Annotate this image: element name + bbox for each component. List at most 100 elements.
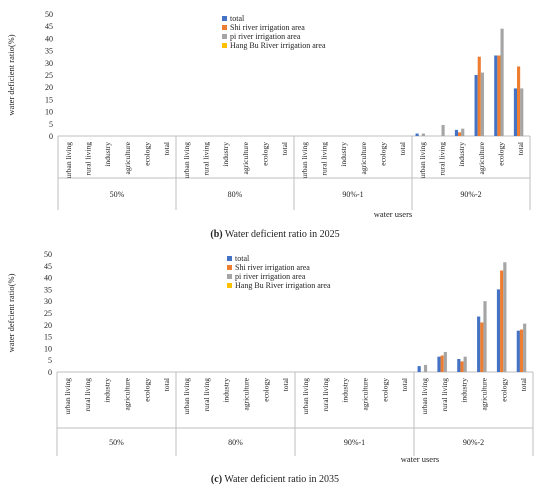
category-label: urban living xyxy=(418,142,427,179)
legend-label: total xyxy=(235,254,250,263)
category-label: rural living xyxy=(320,142,329,176)
category-label: agriculture xyxy=(123,141,132,174)
y-tick-label: 20 xyxy=(44,321,52,330)
bar-pi xyxy=(503,262,507,372)
category-label: rural living xyxy=(321,378,330,412)
legend-swatch-pi xyxy=(227,274,232,279)
category-label: rural living xyxy=(440,378,449,412)
category-label: agriculture xyxy=(122,377,131,410)
bar-pi xyxy=(423,364,428,372)
bar-pi xyxy=(463,356,467,372)
bar-total xyxy=(415,133,419,136)
figure-caption: (b) Water deficient ratio in 2025 xyxy=(210,229,339,240)
bar-pi xyxy=(523,323,527,372)
chart-panel-2: 0 5 10 15 20 25 30 35 40 45 50 water defcient ratio… xyxy=(6,250,534,485)
y-tick-label: 30 xyxy=(44,297,52,306)
category-label: rural living xyxy=(438,142,447,176)
caption-text: Water deficient ratio in 2025 xyxy=(223,229,340,240)
x-axis-label: water users xyxy=(374,209,412,219)
legend-swatch-pi xyxy=(222,34,227,39)
group-label: 90%-1 xyxy=(342,190,363,199)
y-tick-label: 5 xyxy=(48,356,52,365)
y-tick-label: 0 xyxy=(48,368,52,377)
bar-pi xyxy=(461,128,465,136)
y-tick-label: 40 xyxy=(45,34,53,43)
legend-swatch-shi xyxy=(222,25,227,30)
category-label: urban living xyxy=(301,378,310,415)
category-label: ecology xyxy=(380,378,389,402)
category-label: industry xyxy=(103,142,112,167)
category-label: rural living xyxy=(83,378,92,412)
bar-total xyxy=(417,366,421,372)
bar-pi xyxy=(441,125,445,136)
category-label: urban living xyxy=(182,378,191,415)
bar-total xyxy=(437,356,441,372)
bar-shi xyxy=(477,56,481,137)
bar-total xyxy=(516,330,520,372)
bar-shi xyxy=(480,322,484,372)
x-axis-label: water users xyxy=(401,454,439,464)
category-label: ecology xyxy=(143,142,152,166)
category-label: total xyxy=(516,142,525,155)
y-tick-label: 35 xyxy=(44,285,52,294)
category-label: ecology xyxy=(379,142,388,166)
legend-swatch-total xyxy=(222,16,227,21)
y-tick-label: 50 xyxy=(44,250,52,259)
bar-shi xyxy=(458,132,462,136)
caption-text: Water deficient ratio in 2035 xyxy=(222,474,339,485)
category-label: industry xyxy=(221,142,230,167)
bar-pi xyxy=(483,301,487,372)
bar-pi xyxy=(500,28,504,136)
legend-label: total xyxy=(230,14,245,23)
category-label: total xyxy=(280,142,289,155)
y-tick-label: 35 xyxy=(45,47,53,56)
category-label: industry xyxy=(457,142,466,167)
y-tick-label: 15 xyxy=(44,333,52,342)
category-label: urban living xyxy=(182,142,191,179)
bar-total xyxy=(477,316,481,372)
y-tick-label: 10 xyxy=(44,344,52,353)
y-tick-label: 50 xyxy=(45,10,53,19)
category-label: ecology xyxy=(497,142,506,166)
category-label: total xyxy=(519,378,528,391)
y-axis-label: water deficient ratio(%) xyxy=(6,34,16,115)
group-label: 80% xyxy=(228,190,243,199)
category-label: ecology xyxy=(499,378,508,402)
category-label: urban living xyxy=(64,142,73,179)
figure-caption: (c) Water deficient ratio in 2035 xyxy=(211,474,339,485)
category-label: rural living xyxy=(84,142,93,176)
y-tick-label: 30 xyxy=(45,59,53,68)
bar-shi xyxy=(497,55,501,137)
group-label: 90%-1 xyxy=(344,438,365,447)
y-tick-label: 20 xyxy=(45,83,53,92)
y-tick-label: 0 xyxy=(49,132,53,141)
category-label: ecology xyxy=(261,142,270,166)
category-label: industry xyxy=(222,378,231,403)
y-tick-label: 45 xyxy=(45,22,53,31)
category-label: rural living xyxy=(202,378,211,412)
category-label: industry xyxy=(341,378,350,403)
y-tick-label: 40 xyxy=(44,274,52,283)
chart-panel-1: 0 5 10 15 20 25 30 35 40 45 50 water deficient rati… xyxy=(6,10,531,240)
group-label: 80% xyxy=(228,438,243,447)
group-label: 50% xyxy=(109,438,124,447)
y-tick-label: 15 xyxy=(45,95,53,104)
bar-shi xyxy=(440,355,444,372)
category-label: total xyxy=(398,142,407,155)
legend-swatch-total xyxy=(227,256,232,261)
category-label: agriculture xyxy=(477,141,486,174)
category-label: total xyxy=(281,378,290,391)
bar-shi xyxy=(460,361,464,372)
category-label: industry xyxy=(460,378,469,403)
category-label: total xyxy=(400,378,409,391)
bar-total xyxy=(513,88,518,136)
legend-label: Hang Bu River irrigation area xyxy=(235,281,331,290)
bar-shi xyxy=(519,329,524,372)
bar-total xyxy=(496,289,501,372)
caption-label: (b) xyxy=(210,229,222,240)
bar-total xyxy=(457,359,461,372)
category-label: agriculture xyxy=(241,377,250,410)
category-label: agriculture xyxy=(360,377,369,410)
